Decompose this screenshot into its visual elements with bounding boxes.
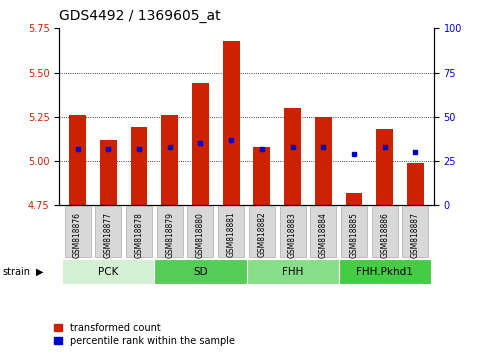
Text: FHH: FHH [282,267,303,277]
Bar [100,140,117,205]
Bar [192,83,209,205]
Text: GSM818878: GSM818878 [135,212,143,258]
Text: GSM818879: GSM818879 [165,212,174,258]
FancyBboxPatch shape [372,206,398,257]
FancyBboxPatch shape [187,206,213,257]
FancyBboxPatch shape [341,206,367,257]
Text: GSM818886: GSM818886 [380,212,389,258]
Bar [223,41,240,205]
Text: FHH.Pkhd1: FHH.Pkhd1 [356,267,413,277]
FancyBboxPatch shape [154,259,246,285]
FancyBboxPatch shape [157,206,183,257]
Bar [161,115,178,205]
Text: GSM818882: GSM818882 [257,212,266,257]
Text: GDS4492 / 1369605_at: GDS4492 / 1369605_at [59,9,221,23]
Bar [253,147,270,205]
FancyBboxPatch shape [339,259,431,285]
FancyBboxPatch shape [218,206,244,257]
FancyBboxPatch shape [249,206,275,257]
FancyBboxPatch shape [65,206,91,257]
Bar [407,163,424,205]
Text: GSM818881: GSM818881 [227,212,236,257]
Bar [315,117,332,205]
Bar [69,115,86,205]
FancyBboxPatch shape [246,259,339,285]
FancyBboxPatch shape [126,206,152,257]
Bar [376,129,393,205]
FancyBboxPatch shape [310,206,336,257]
FancyBboxPatch shape [62,259,154,285]
Text: GSM818887: GSM818887 [411,212,420,258]
Text: GSM818884: GSM818884 [319,212,328,258]
FancyBboxPatch shape [280,206,306,257]
Bar [284,108,301,205]
Text: GSM818883: GSM818883 [288,212,297,258]
Text: SD: SD [193,267,208,277]
Bar [346,193,362,205]
Bar [131,127,147,205]
Text: GSM818876: GSM818876 [73,212,82,258]
FancyBboxPatch shape [402,206,428,257]
Text: ▶: ▶ [35,267,43,277]
Text: GSM818880: GSM818880 [196,212,205,258]
FancyBboxPatch shape [95,206,121,257]
Text: PCK: PCK [98,267,118,277]
Legend: transformed count, percentile rank within the sample: transformed count, percentile rank withi… [54,323,235,346]
Text: GSM818885: GSM818885 [350,212,358,258]
Text: GSM818877: GSM818877 [104,212,113,258]
Text: strain: strain [2,267,31,277]
